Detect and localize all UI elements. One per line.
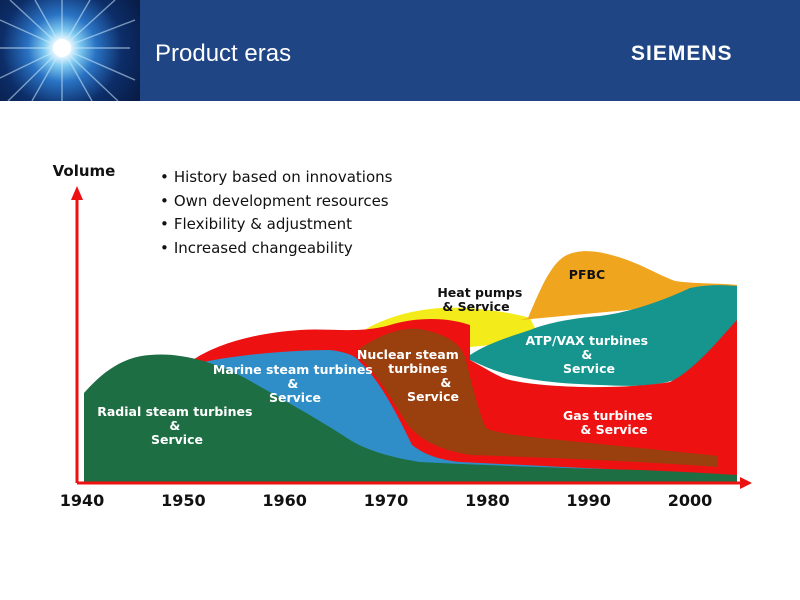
x-axis-arrow (740, 477, 752, 489)
heat-pumps-label-line: & Service (442, 299, 509, 314)
y-axis-arrow (71, 186, 83, 200)
nuclear-steam-label-line: Service (407, 389, 459, 404)
atp-vax-label-line: & (581, 347, 592, 362)
gas-turbines-label: Gas turbines & Service (563, 408, 657, 437)
product-eras-chart: Radial steam turbines & Service Marine s… (53, 162, 752, 510)
x-tick-label: 1940 (60, 491, 105, 510)
x-tick-group: 1940 1950 1960 1970 1980 1990 2000 (60, 491, 713, 510)
x-tick-label: 1970 (364, 491, 409, 510)
pfbc-label: PFBC (569, 267, 605, 282)
x-tick-label: 1980 (465, 491, 510, 510)
marine-steam-label-line: Service (269, 390, 321, 405)
atp-vax-label-line: ATP/VAX turbines (526, 333, 649, 348)
nuclear-steam-label-line: Nuclear steam (357, 347, 459, 362)
gas-turbines-label-line: Gas turbines (563, 408, 653, 423)
atp-vax-label-line: Service (563, 361, 615, 376)
atp-vax-label: ATP/VAX turbines & Service (526, 333, 653, 376)
y-axis-label: Volume (53, 162, 116, 180)
radial-steam-area (84, 354, 737, 483)
radial-steam-label: Radial steam turbines & Service (97, 404, 257, 447)
atp-vax-area (470, 285, 737, 386)
pfbc-label-line: PFBC (569, 267, 605, 282)
gas-turbines-label-line: & Service (580, 422, 647, 437)
bullet-item: History based on innovations (160, 166, 393, 190)
heat-pumps-label: Heat pumps & Service (437, 285, 526, 314)
x-tick-label: 1990 (566, 491, 611, 510)
marine-steam-label: Marine steam turbines & Service (213, 362, 377, 405)
radial-steam-label-line: Radial steam turbines (97, 404, 252, 419)
x-tick-label: 1950 (161, 491, 206, 510)
bullet-item: Increased changeability (160, 237, 392, 261)
bullet-list: History based on innovations Own develop… (160, 166, 393, 261)
x-tick-label: 1960 (262, 491, 307, 510)
heat-pumps-label-line: Heat pumps (437, 285, 522, 300)
marine-steam-label-line: & (287, 376, 298, 391)
x-tick-label: 2000 (668, 491, 713, 510)
starburst-logo-image (0, 0, 140, 101)
bullet-item: Own development resources (160, 190, 392, 214)
nuclear-steam-label: Nuclear steam turbines & Service (357, 347, 463, 404)
radial-steam-label-line: Service (151, 432, 203, 447)
nuclear-steam-label-line: turbines (388, 361, 447, 376)
header-bar: Product eras SIEMENS (0, 0, 800, 101)
marine-steam-label-line: Marine steam turbines (213, 362, 373, 377)
siemens-logo: SIEMENS (631, 42, 733, 65)
radial-steam-label-line: & (169, 418, 180, 433)
nuclear-steam-label-line: & (440, 375, 451, 390)
page-title: Product eras (155, 40, 292, 67)
bullet-item: Flexibility & adjustment (160, 213, 392, 237)
nuclear-steam-area (360, 328, 718, 467)
